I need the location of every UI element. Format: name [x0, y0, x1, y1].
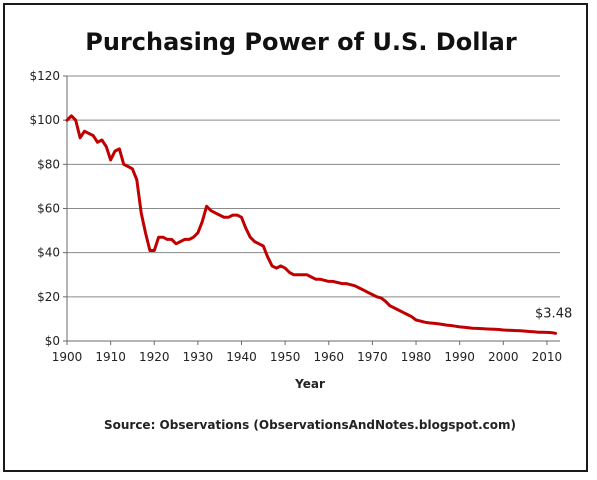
final-value-annotation: $3.48: [535, 306, 572, 321]
y-tick-label: $60: [37, 202, 60, 216]
x-tick-label: 1950: [270, 350, 301, 364]
x-tick-label: 1920: [139, 350, 170, 364]
x-axis-label: Year: [294, 377, 325, 391]
gridlines: [67, 75, 560, 298]
chart-title: Purchasing Power of U.S. Dollar: [85, 28, 517, 56]
y-axis-ticks: $0 $20 $40 $60 $80 $100 $120: [29, 69, 67, 348]
y-tick-label: $20: [37, 290, 60, 304]
x-tick-label: 1900: [52, 350, 83, 364]
y-tick-label: $40: [37, 246, 60, 260]
x-tick-label: 1930: [183, 350, 214, 364]
x-tick-label: 1940: [226, 350, 257, 364]
x-tick-label: 2010: [532, 350, 563, 364]
x-tick-label: 1990: [444, 350, 475, 364]
y-tick-label: $120: [29, 69, 60, 83]
x-tick-label: 1970: [357, 350, 388, 364]
x-tick-label: 1960: [313, 350, 344, 364]
y-tick-label: $100: [29, 113, 60, 127]
x-axis-ticks: 1900 1910 1920 1930 1940 1950 1960 1970 1980 1990…: [52, 341, 562, 364]
y-tick-label: $80: [37, 157, 60, 171]
series-line: [65, 114, 558, 335]
x-tick-label: 1980: [401, 350, 432, 364]
y-tick-label: $0: [45, 334, 60, 348]
x-tick-label: 1910: [95, 350, 126, 364]
chart-frame: [3, 3, 588, 472]
x-tick-label: 2000: [488, 350, 519, 364]
source-note: Source: Observations (ObservationsAndNot…: [104, 418, 516, 432]
